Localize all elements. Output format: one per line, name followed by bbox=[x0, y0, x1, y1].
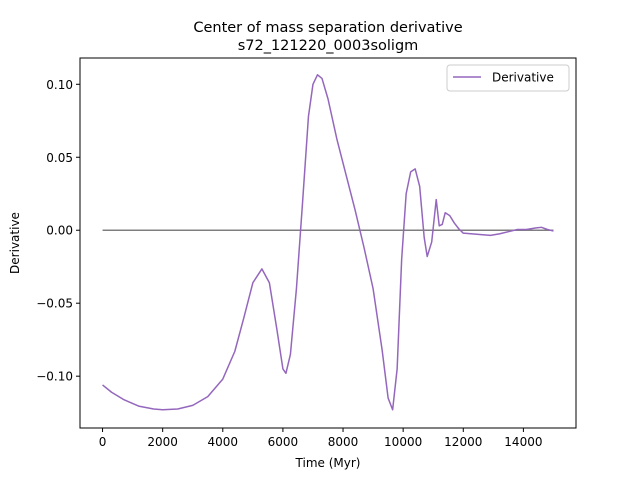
legend-box bbox=[446, 64, 570, 92]
y-tick-label: −0.10 bbox=[36, 370, 73, 384]
plot-frame bbox=[79, 57, 577, 429]
x-tick-label: 12000 bbox=[444, 435, 482, 449]
legend-label-derivative: Derivative bbox=[492, 71, 554, 85]
legend: Derivative bbox=[446, 64, 570, 92]
y-tick-label: 0.00 bbox=[46, 224, 73, 238]
x-tick-label: 2000 bbox=[147, 435, 178, 449]
y-tick-label: 0.05 bbox=[46, 151, 73, 165]
x-tick-label: 10000 bbox=[384, 435, 422, 449]
x-tick-label: 6000 bbox=[268, 435, 299, 449]
chart-subtitle: s72_121220_0003soligm bbox=[238, 38, 419, 54]
y-axis: −0.10 −0.05 0.00 0.05 0.10 bbox=[36, 78, 80, 384]
chart-title: Center of mass separation derivative bbox=[193, 20, 462, 36]
x-tick-label: 4000 bbox=[208, 435, 239, 449]
y-tick-label: −0.05 bbox=[36, 297, 73, 311]
x-axis: 0 2000 4000 6000 8000 10000 12000 14000 bbox=[99, 428, 542, 449]
y-tick-label: 0.10 bbox=[46, 78, 73, 92]
x-tick-label: 14000 bbox=[504, 435, 542, 449]
x-tick-label: 8000 bbox=[328, 435, 359, 449]
x-axis-label: Time (Myr) bbox=[295, 456, 361, 470]
x-tick-label: 0 bbox=[99, 435, 107, 449]
plot-area bbox=[102, 74, 554, 411]
y-axis-label: Derivative bbox=[8, 212, 22, 274]
series-line-derivative bbox=[102, 74, 554, 411]
